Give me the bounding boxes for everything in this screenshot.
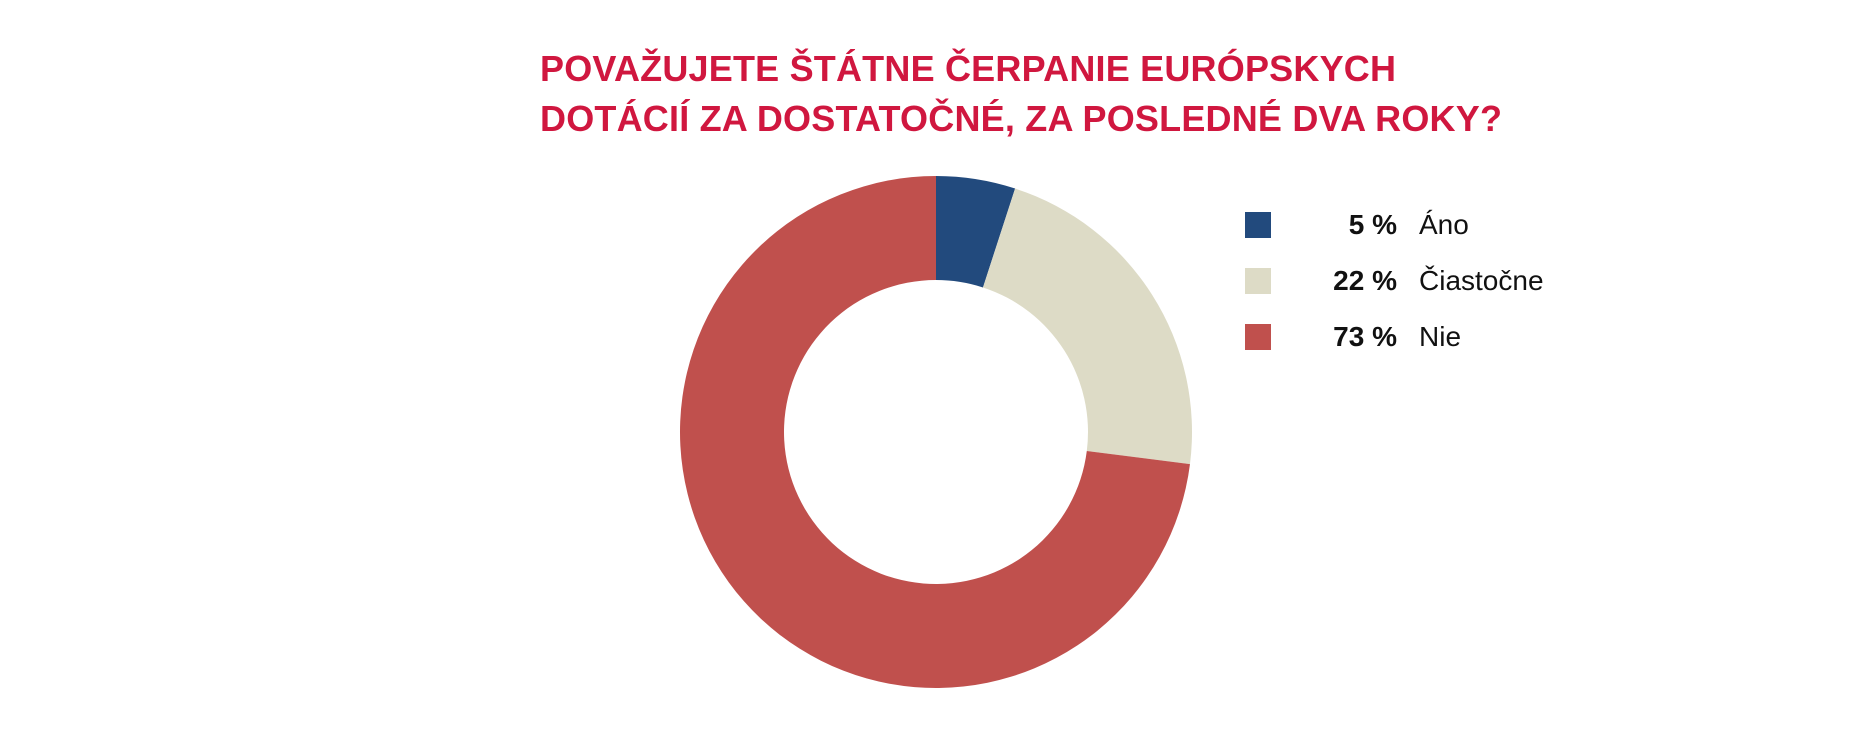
- legend-value-ciastocne: 22 %: [1333, 265, 1397, 296]
- donut-slice-nie: [680, 176, 1190, 688]
- legend-label-ano: Áno: [1419, 209, 1469, 240]
- legend-value-ano: 5 %: [1348, 209, 1397, 240]
- legend-swatch-ano: [1245, 212, 1271, 238]
- donut-slice-ciastocne: [982, 188, 1192, 465]
- legend-swatch-ciastocne: [1245, 268, 1271, 294]
- donut-slice-ano: [936, 176, 1016, 288]
- legend-label-nie: Nie: [1419, 321, 1462, 352]
- legend-swatch-nie: [1245, 324, 1271, 350]
- legend: 5 % Áno 22 % Čiastočne 73 % Nie: [1245, 197, 1575, 365]
- legend-label-ciastocne: Čiastočne: [1419, 265, 1544, 296]
- legend-value-nie: 73 %: [1333, 321, 1397, 352]
- legend-item-ciastocne: 22 % Čiastočne: [1245, 253, 1575, 309]
- legend-item-nie: 73 % Nie: [1245, 309, 1575, 365]
- legend-item-ano: 5 % Áno: [1245, 197, 1575, 253]
- chart-title-line-1: POVAŽUJETE ŠTÁTNE ČERPANIE EURÓPSKYCH: [540, 48, 1397, 89]
